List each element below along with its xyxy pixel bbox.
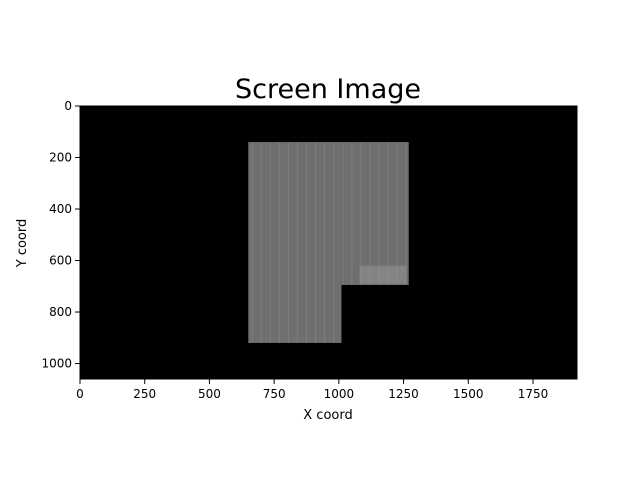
x-tick-label: 750: [263, 387, 286, 401]
x-tick-label: 1000: [324, 387, 355, 401]
y-tick-label: 0: [64, 99, 72, 113]
x-axis-label: X coord: [303, 408, 352, 423]
x-tick-label: 250: [133, 387, 156, 401]
y-tick-label: 200: [49, 151, 72, 165]
screen-content-region: [248, 142, 341, 343]
x-tick-label: 1250: [388, 387, 419, 401]
y-tick-label: 800: [49, 305, 72, 319]
x-tick-label: 1500: [453, 387, 484, 401]
x-tick-label: 500: [198, 387, 221, 401]
chart-title: Screen Image: [235, 74, 421, 105]
y-axis-label: Y coord: [15, 219, 30, 269]
screen-content-highlight: [360, 266, 407, 284]
y-tick-label: 1000: [41, 357, 72, 371]
y-tick-label: 600: [49, 254, 72, 268]
image-plot-area: [80, 106, 577, 379]
y-tick-label: 400: [49, 202, 72, 216]
x-tick-label: 1750: [518, 387, 549, 401]
x-tick-label: 0: [76, 387, 84, 401]
